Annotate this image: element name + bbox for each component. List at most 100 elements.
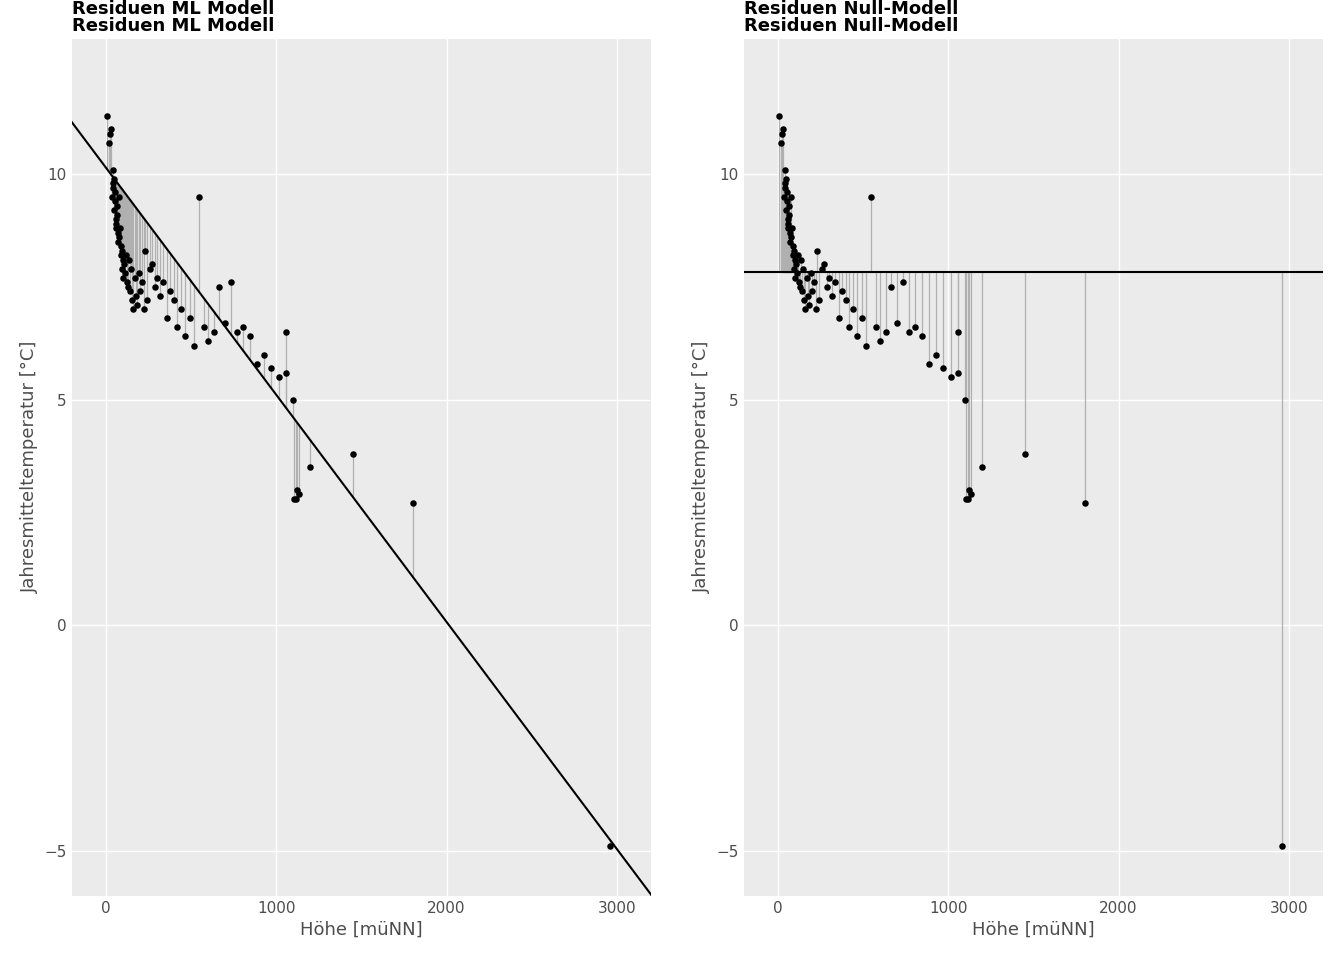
Point (276, 324, 297, 340)
Point (786, 266, 808, 281)
Point (781, 189, 802, 204)
Point (792, 261, 813, 276)
Point (105, 194, 126, 209)
Point (880, 279, 902, 295)
Point (109, 189, 130, 204)
Point (116, 275, 137, 290)
Point (118, 252, 140, 268)
Point (300, 460, 321, 475)
Point (97, 108, 118, 123)
Point (98, 135, 120, 151)
Point (816, 279, 837, 295)
Point (777, 211, 798, 227)
Point (825, 275, 847, 290)
Point (146, 270, 168, 285)
Text: Residuen Null-Modell: Residuen Null-Modell (743, 0, 958, 17)
Point (103, 171, 125, 186)
Point (105, 211, 126, 227)
Point (948, 365, 969, 380)
Point (774, 162, 796, 178)
Point (144, 279, 165, 295)
Point (261, 360, 282, 375)
Point (246, 356, 267, 372)
Point (805, 301, 827, 317)
Point (120, 284, 141, 300)
Point (239, 329, 261, 345)
Point (116, 248, 137, 263)
Point (109, 221, 130, 236)
Point (138, 261, 160, 276)
Point (163, 293, 184, 308)
Point (774, 180, 796, 195)
Point (886, 315, 907, 330)
Point (960, 487, 981, 502)
Point (149, 288, 171, 303)
Point (99, 126, 121, 141)
Point (188, 189, 210, 204)
Point (106, 216, 128, 231)
Point (1074, 495, 1095, 511)
Point (175, 329, 196, 345)
Point (286, 482, 308, 497)
Point (782, 239, 804, 254)
Point (105, 221, 126, 236)
Y-axis label: Jahresmitteltemperatur [°C]: Jahresmitteltemperatur [°C] (22, 341, 39, 593)
Point (835, 293, 856, 308)
Point (843, 301, 864, 317)
Point (954, 392, 976, 407)
Point (284, 492, 305, 507)
Point (128, 266, 149, 281)
Point (113, 256, 134, 272)
Point (958, 482, 980, 497)
Point (599, 838, 621, 853)
Point (782, 248, 804, 263)
Point (785, 270, 806, 285)
Point (220, 275, 242, 290)
Point (770, 135, 792, 151)
Point (134, 243, 156, 258)
Point (203, 324, 224, 340)
Point (267, 370, 289, 385)
Point (773, 189, 794, 204)
Point (110, 239, 132, 254)
Point (112, 261, 133, 276)
Point (780, 225, 801, 240)
Point (233, 320, 254, 335)
Point (192, 320, 214, 335)
Point (793, 293, 814, 308)
Point (120, 261, 141, 276)
Point (806, 243, 828, 258)
Point (972, 460, 993, 475)
Point (113, 270, 134, 285)
Point (809, 293, 831, 308)
Point (828, 311, 849, 326)
Point (167, 320, 188, 335)
Point (183, 338, 204, 353)
Point (141, 256, 163, 272)
Point (126, 298, 148, 313)
Point (870, 333, 891, 348)
Point (792, 284, 813, 300)
Point (253, 347, 274, 362)
Point (778, 216, 800, 231)
Point (778, 207, 800, 223)
Point (798, 298, 820, 313)
Point (122, 301, 144, 317)
Point (788, 248, 809, 263)
Point (106, 207, 128, 223)
Point (905, 320, 926, 335)
Point (159, 284, 180, 300)
Point (285, 492, 306, 507)
Point (875, 324, 896, 340)
Point (777, 194, 798, 209)
Point (282, 392, 304, 407)
Text: Residuen ML Modell: Residuen ML Modell (71, 0, 274, 17)
Point (110, 248, 132, 263)
Point (775, 203, 797, 218)
Point (892, 275, 914, 290)
Point (771, 126, 793, 141)
Point (276, 365, 297, 380)
Point (794, 301, 816, 317)
Point (785, 256, 806, 272)
Point (103, 184, 125, 200)
